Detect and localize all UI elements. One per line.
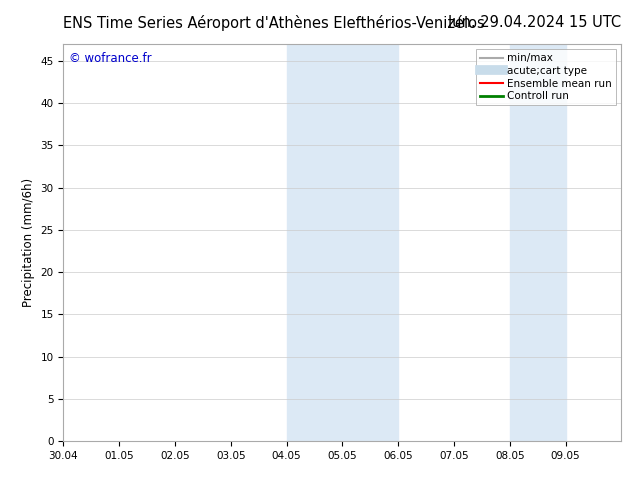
Text: lun. 29.04.2024 15 UTC: lun. 29.04.2024 15 UTC [448, 15, 621, 30]
Bar [342, 44, 398, 441]
Bar [510, 44, 566, 441]
Y-axis label: Precipitation (mm/6h): Precipitation (mm/6h) [22, 178, 35, 307]
Legend: min/max, acute;cart type, Ensemble mean run, Controll run: min/max, acute;cart type, Ensemble mean … [476, 49, 616, 105]
Text: ENS Time Series Aéroport d'Athènes Elefthérios-Venizélos: ENS Time Series Aéroport d'Athènes Eleft… [63, 15, 485, 31]
Bar [287, 44, 342, 441]
Text: © wofrance.fr: © wofrance.fr [69, 52, 152, 65]
